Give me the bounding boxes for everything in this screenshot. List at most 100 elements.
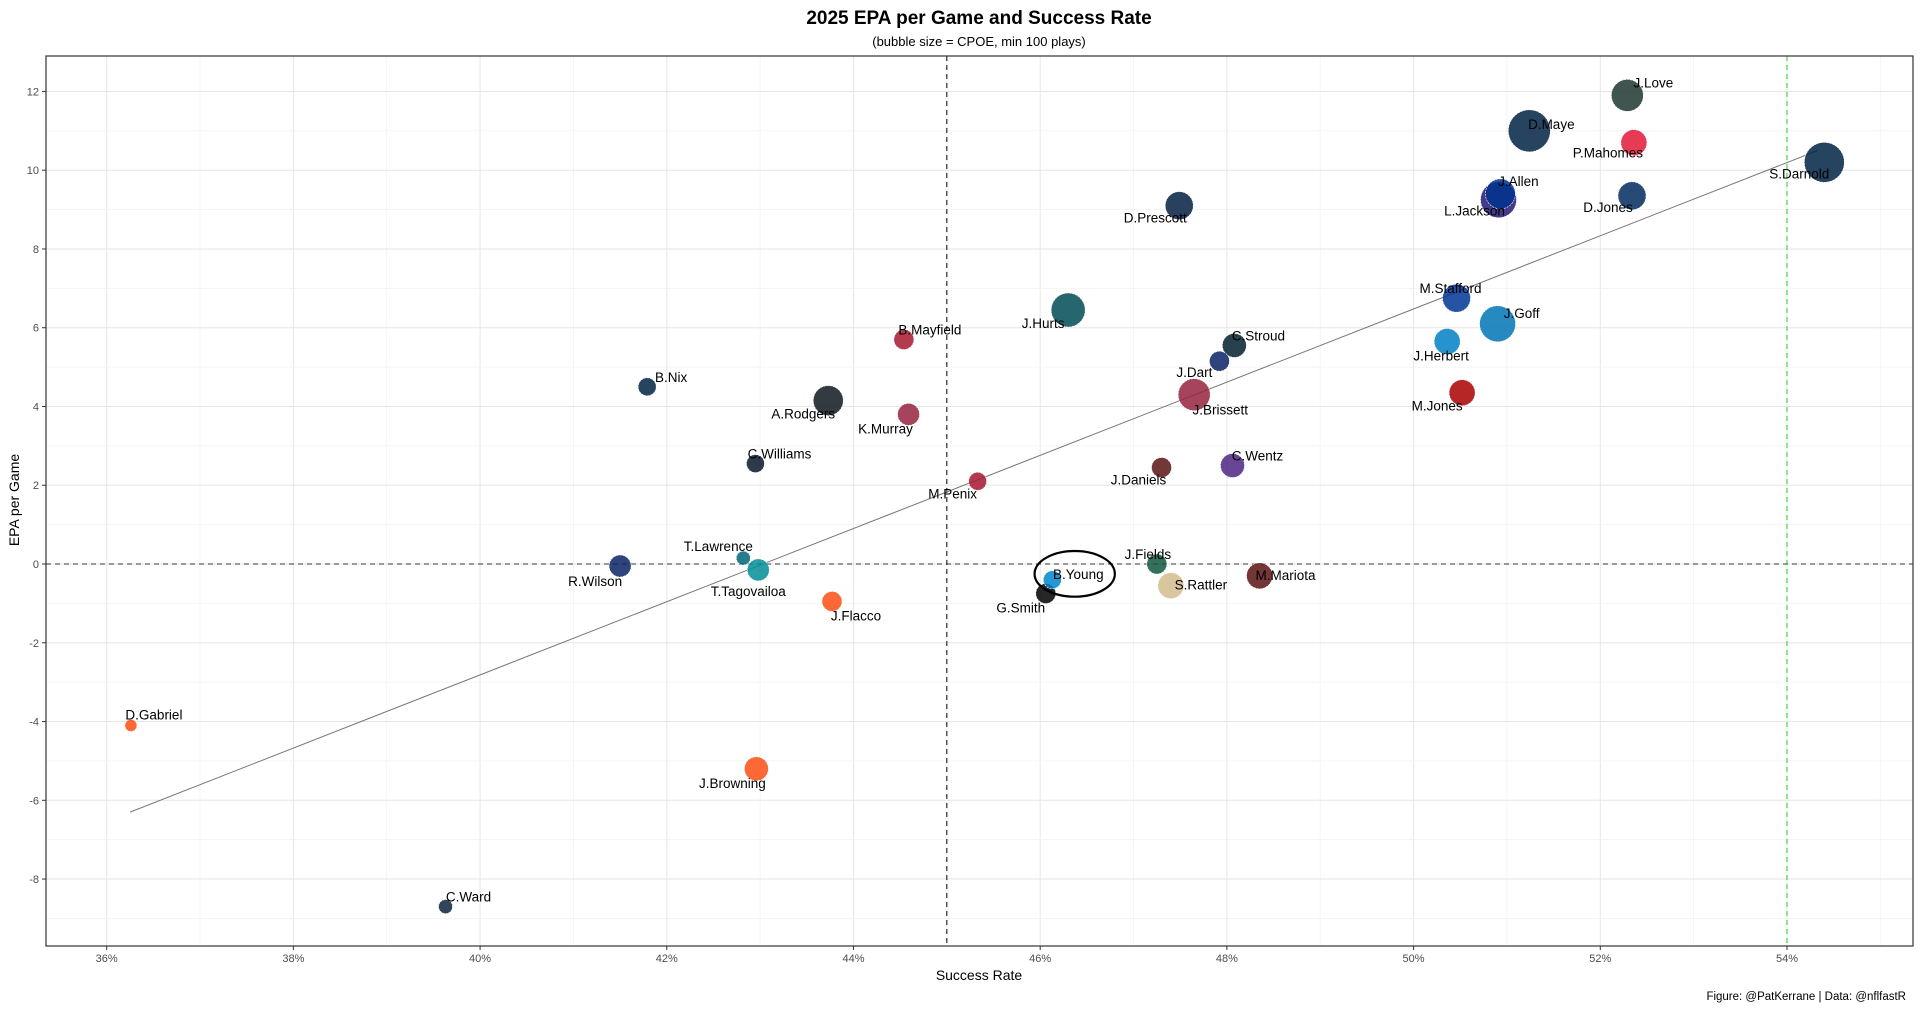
x-tick-label: 48% (1216, 953, 1238, 965)
x-axis-ticks: 36% 38% 40% 42% 44% 46% 48% 50% 52% 54% (96, 946, 1798, 965)
y-tick-label: 4 (33, 401, 39, 413)
point-b-young (1043, 570, 1062, 590)
x-tick-label: 38% (282, 953, 304, 965)
point-label: J.Hurts (1022, 316, 1065, 331)
point-label: R.Wilson (568, 574, 622, 589)
point-label: C.Stroud (1232, 328, 1285, 343)
point-c-williams (746, 454, 765, 473)
highlight-ellipse (1033, 549, 1116, 598)
point-s-rattler (1157, 572, 1185, 599)
point-j-goff (1479, 305, 1516, 343)
point-label: C.Williams (748, 447, 812, 462)
point-label: K.Murray (858, 421, 913, 436)
point-label: T.Lawrence (684, 539, 753, 554)
chart-title: 2025 EPA per Game and Success Rate (806, 8, 1151, 29)
point-label: J.Allen (1498, 174, 1539, 189)
point-label: A.Rodgers (771, 407, 835, 422)
point-label: D.Gabriel (125, 707, 182, 722)
point-label: G.Smith (996, 601, 1045, 616)
point-j-dart (1209, 350, 1230, 372)
point-j-love (1611, 79, 1644, 112)
x-tick-label: 50% (1403, 953, 1425, 965)
point-j-hurts (1050, 292, 1086, 328)
y-tick-label: -6 (29, 795, 39, 807)
point-m-jones (1448, 379, 1476, 407)
point-label: T.Tagovailoa (711, 584, 787, 599)
panel-border (45, 55, 1914, 947)
point-d-maye (1508, 109, 1551, 153)
point-label: M.Jones (1412, 399, 1463, 414)
y-tick-label: 2 (33, 480, 39, 492)
point-label: S.Darnold (1769, 166, 1829, 181)
point-s-darnold (1804, 142, 1845, 183)
y-tick-label: -8 (29, 874, 39, 886)
x-tick-label: 46% (1029, 953, 1051, 965)
y-tick-label: 12 (27, 86, 39, 98)
point-label: B.Nix (655, 370, 688, 385)
chart-subtitle: (bubble size = CPOE, min 100 plays) (872, 34, 1086, 49)
y-tick-label: -2 (29, 638, 39, 650)
point-label: J.Daniels (1111, 473, 1167, 488)
point-b-mayfield (893, 329, 915, 350)
point-a-rodgers (812, 385, 844, 416)
point-label: J.Flacco (831, 608, 881, 623)
y-tick-label: 8 (33, 244, 39, 256)
point-label: J.Fields (1125, 547, 1172, 562)
point-label: J.Browning (699, 776, 766, 791)
point-label: J.Dart (1176, 365, 1212, 380)
point-label: J.Goff (1504, 306, 1540, 321)
point-label: J.Brissett (1192, 403, 1248, 418)
x-tick-label: 44% (842, 953, 864, 965)
point-label: D.Prescott (1124, 211, 1187, 226)
point-label: J.Herbert (1413, 349, 1469, 364)
point-j-brissett (1177, 378, 1211, 411)
point-m-mariota (1246, 562, 1273, 590)
point-d-jones (1617, 181, 1647, 211)
point-r-wilson (608, 554, 632, 578)
point-label: M.Stafford (1420, 281, 1482, 296)
point-t-lawrence (736, 550, 751, 566)
point-p-mahomes (1620, 129, 1648, 156)
point-label: C.Wentz (1232, 449, 1284, 464)
point-j-fields (1146, 553, 1168, 575)
reference-lines (46, 56, 1913, 946)
point-k-murray (897, 403, 920, 426)
point-label: P.Mahomes (1573, 146, 1644, 161)
x-axis-label: Success Rate (936, 967, 1023, 983)
x-tick-label: 52% (1589, 953, 1611, 965)
point-c-wentz (1220, 453, 1245, 478)
point-labels: J.Love D.Maye P.Mahomes S.Darnold J.Allen L.J… (125, 75, 1829, 904)
y-tick-label: 10 (27, 165, 39, 177)
point-label: M.Penix (928, 486, 977, 501)
y-tick-label: -4 (29, 717, 39, 729)
y-axis-ticks: -8 -6 -4 -2 0 2 4 6 8 10 12 (27, 86, 46, 886)
y-tick-label: 6 (33, 323, 39, 335)
point-j-allen (1485, 178, 1516, 210)
point-label: C.Ward (446, 890, 491, 905)
x-tick-label: 54% (1776, 953, 1798, 965)
point-label: B.Young (1053, 567, 1104, 582)
point-c-stroud (1222, 333, 1247, 358)
point-label: M.Mariota (1256, 568, 1317, 583)
point-label: D.Maye (1528, 117, 1575, 132)
point-m-penix (968, 472, 987, 491)
x-tick-label: 42% (656, 953, 678, 965)
x-tick-label: 40% (469, 953, 491, 965)
y-tick-label: 0 (33, 559, 39, 571)
point-b-nix (637, 377, 657, 397)
point-m-stafford (1442, 283, 1471, 313)
point-c-ward (438, 899, 453, 914)
point-label: J.Love (1633, 75, 1673, 90)
point-d-gabriel (124, 719, 138, 732)
point-j-herbert (1433, 328, 1461, 355)
y-axis-label: EPA per Game (6, 454, 22, 547)
point-label: L.Jackson (1444, 204, 1505, 219)
point-label: D.Jones (1583, 200, 1633, 215)
data-points (124, 79, 1845, 914)
point-label: B.Mayfield (898, 323, 961, 338)
point-j-flacco (821, 591, 843, 612)
point-j-browning (744, 756, 769, 782)
chart-caption: Figure: @PatKerrane | Data: @nflfastR (1706, 991, 1906, 1003)
x-tick-label: 36% (96, 953, 118, 965)
